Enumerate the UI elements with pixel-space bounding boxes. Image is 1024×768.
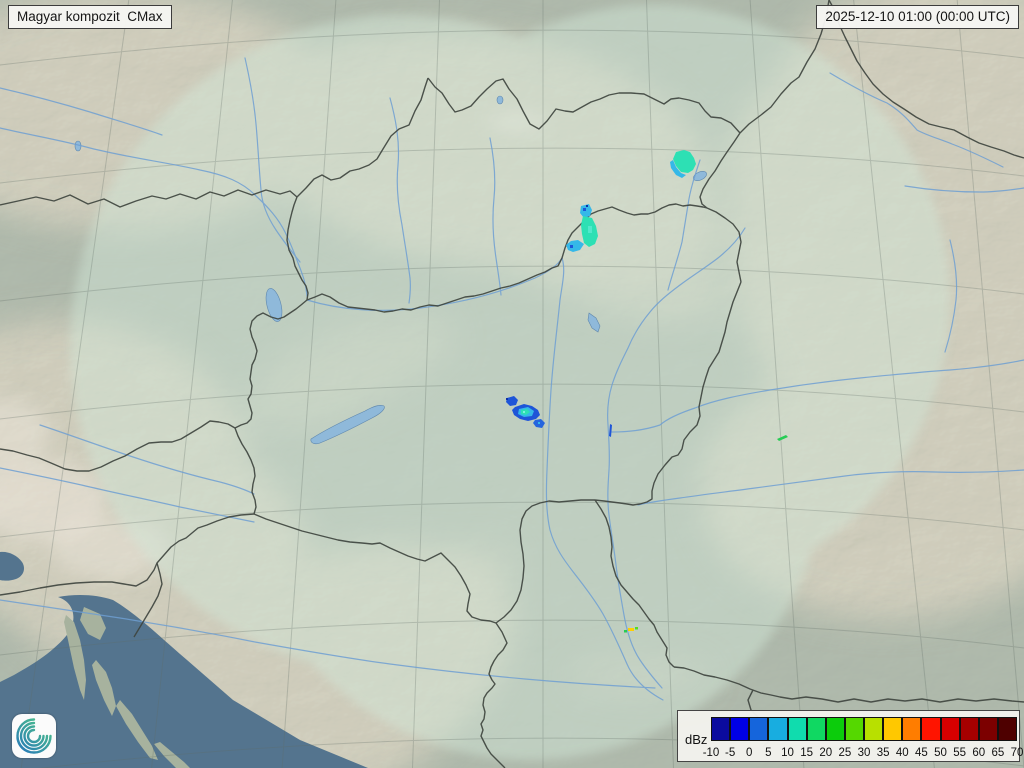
legend-tick: 30 <box>857 747 871 759</box>
radar-echo-green-dash <box>777 435 788 441</box>
legend-color-cell <box>844 717 864 741</box>
radar-echo-slovakia-hook <box>566 204 598 252</box>
legend-tick: 5 <box>765 747 772 759</box>
islands <box>64 607 190 768</box>
legend-tick: 20 <box>819 747 833 759</box>
lake-tisza <box>587 312 601 333</box>
legend-tick: 70 <box>1010 747 1024 759</box>
legend-ticks: -10 -5 0 5 10 15 20 25 30 35 40 45 50 55 60 65 70 <box>678 711 1024 761</box>
legend-tick: 35 <box>876 747 890 759</box>
legend-tick: -10 <box>702 747 720 759</box>
legend-color-cell <box>768 717 788 741</box>
legend-color-cell <box>959 717 979 741</box>
spiral-logo-icon <box>16 718 52 754</box>
legend-color-cell <box>902 717 922 741</box>
rivers <box>0 57 1024 701</box>
product-title-label: Magyar kompozit CMax <box>8 5 172 30</box>
legend-unit-label: dBz <box>685 732 708 747</box>
lake-balaton <box>310 405 385 445</box>
radar-echo-south-dash <box>624 627 638 633</box>
legend-color-cell <box>978 717 998 741</box>
legend-color-cell <box>806 717 826 741</box>
legend-color-cell <box>711 717 731 741</box>
legend-color-cell <box>749 717 769 741</box>
radar-echo-northeast <box>670 150 696 178</box>
legend-color-cell <box>921 717 941 741</box>
legend-tick: 15 <box>800 747 814 759</box>
legend-tick: 60 <box>972 747 986 759</box>
radar-echo-center-cluster <box>506 396 545 428</box>
legend-tick: 0 <box>746 747 753 759</box>
lakes <box>74 95 707 445</box>
legend-tick: 40 <box>895 747 909 759</box>
legend-color-cell <box>883 717 903 741</box>
legend-tick: -5 <box>725 747 736 759</box>
legend-tick: 50 <box>934 747 947 759</box>
legend-color-cell <box>787 717 807 741</box>
legend-color-cell <box>940 717 960 741</box>
legend-color-cell <box>730 717 750 741</box>
legend-tick: 25 <box>838 747 852 759</box>
legend-color-cell <box>825 717 845 741</box>
legend-color-cell <box>997 717 1017 741</box>
radar-coverage-area <box>70 5 950 760</box>
adriatic-sea <box>0 551 368 768</box>
legend-tick: 45 <box>914 747 928 759</box>
legend-color-cell <box>864 717 884 741</box>
timestamp-label: 2025-12-10 01:00 (00:00 UTC) <box>816 5 1019 30</box>
dbz-legend: dBz -10 -5 0 5 10 15 20 25 30 35 40 45 50 55 60 65 70 <box>677 710 1024 762</box>
legend-tick: 55 <box>953 747 967 759</box>
radar-echo-small-dash <box>609 424 612 437</box>
lake-neusiedl <box>265 288 283 322</box>
legend-tick: 65 <box>991 747 1005 759</box>
legend-colorbar <box>711 717 1017 741</box>
radar-echoes <box>506 150 788 633</box>
legend-tick: 10 <box>781 747 794 759</box>
weather-service-logo <box>12 714 56 758</box>
